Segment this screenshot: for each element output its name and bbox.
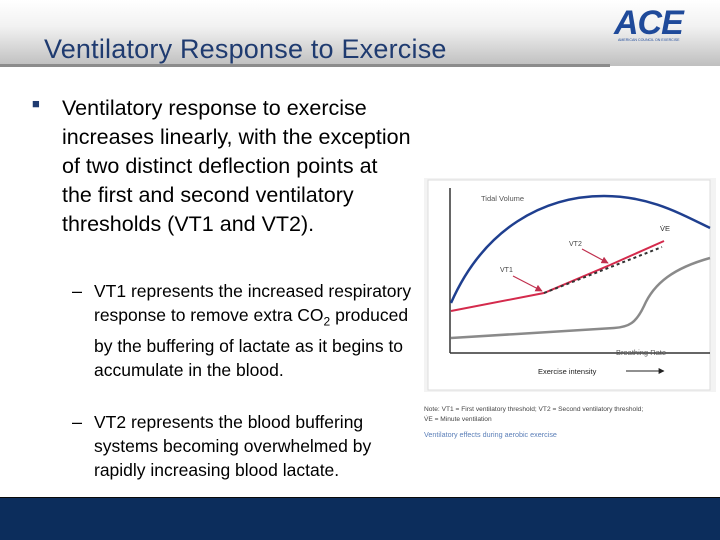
figure-note-line2: V̇E = Minute ventilation bbox=[424, 415, 492, 423]
figure-note-line1: Note: VT1 = First ventilatory threshold;… bbox=[424, 406, 643, 413]
vt2-arrow bbox=[581, 248, 609, 264]
breathing-rate-label: Breathing Rate bbox=[616, 348, 666, 357]
ve-label: V̇E bbox=[660, 224, 670, 233]
tidal-volume-curve bbox=[449, 194, 711, 304]
ventilation-figure: Tidal Volume Breathing Rate V̇E VT2 VT1 … bbox=[424, 178, 716, 439]
title-bar bbox=[0, 0, 720, 67]
vt1-arrow bbox=[512, 275, 543, 292]
figure-caption: Ventilatory effects during aerobic exerc… bbox=[424, 430, 557, 439]
sub-bullet-vt2-text: VT2 represents the blood buffering syste… bbox=[94, 412, 372, 480]
breathing-rate-curve bbox=[450, 256, 711, 340]
plot-area bbox=[427, 179, 711, 391]
title-underline bbox=[0, 64, 610, 67]
vt2-label: VT2 bbox=[569, 241, 582, 248]
sub-bullet-vt1-text: VT1 represents the increased respiratory… bbox=[94, 281, 412, 380]
x-axis-label: Exercise intensity bbox=[538, 367, 597, 376]
main-bullet-text: Ventilatory response to exercise increas… bbox=[62, 96, 411, 236]
footer-bar bbox=[0, 498, 720, 540]
square-bullet-icon: ■ bbox=[32, 96, 40, 111]
dash-bullet-icon: – bbox=[72, 281, 83, 301]
tidal-volume-label: Tidal Volume bbox=[481, 194, 524, 203]
ve-line-steep bbox=[609, 240, 665, 266]
slide-title: Ventilatory Response to Exercise bbox=[44, 34, 447, 64]
ace-logo: ACE AMERICAN COUNCIL ON EXERCISE bbox=[613, 6, 686, 42]
dash-bullet-icon: – bbox=[72, 412, 83, 432]
logo-text: ACE bbox=[613, 6, 685, 42]
vt1-label: VT1 bbox=[500, 267, 513, 274]
logo-tagline: AMERICAN COUNCIL ON EXERCISE bbox=[618, 38, 680, 42]
